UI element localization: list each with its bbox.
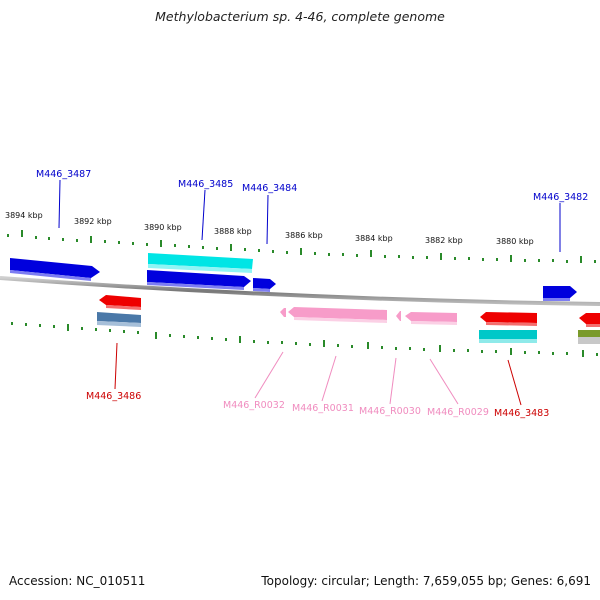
gene-feature-m446-3483[interactable] — [480, 312, 537, 326]
reverse-strand-features — [97, 295, 600, 344]
gene-label-m446-3485[interactable]: M446_3485 — [178, 179, 233, 190]
steel-feature[interactable] — [97, 312, 141, 327]
topology-text: Topology: circular; Length: 7,659,055 bp… — [261, 574, 591, 588]
kbp-label: 3882 kbp — [425, 236, 463, 245]
kbp-label: 3886 kbp — [285, 231, 323, 240]
kbp-label: 3894 kbp — [5, 211, 43, 220]
lower-tick-ruler — [11, 322, 598, 357]
forward-strand-features — [10, 253, 577, 301]
cyan-feature[interactable] — [479, 330, 537, 343]
rna-feature-m446-r0032[interactable] — [280, 308, 286, 317]
gene-feature-m446-3482[interactable] — [543, 286, 577, 301]
accession-text: Accession: NC_010511 — [9, 574, 146, 588]
gene-label-m446-3482[interactable]: M446_3482 — [533, 192, 588, 203]
label-leader-lines — [58, 179, 561, 406]
gene-feature-m446-3485[interactable] — [147, 270, 251, 290]
rna-feature-m446-r0029[interactable] — [405, 312, 457, 325]
gene-label-m446-3487[interactable]: M446_3487 — [36, 169, 91, 180]
kbp-label: 3888 kbp — [214, 227, 252, 236]
gene-feature-m446-3486[interactable] — [99, 295, 141, 310]
kbp-label: 3890 kbp — [144, 223, 182, 232]
dna-backbone — [0, 276, 600, 306]
rna-feature-m446-r0031[interactable] — [288, 307, 387, 323]
gene-label-m446-3484[interactable]: M446_3484 — [242, 183, 297, 194]
gene-label-m446-3483[interactable]: M446_3483 — [494, 408, 549, 419]
gene-label-m446-r0029[interactable]: M446_R0029 — [427, 407, 489, 418]
kbp-label: 3892 kbp — [74, 217, 112, 226]
gene-labels: M446_3487 M446_3485 M446_3484 M446_3482 … — [36, 169, 588, 419]
gene-feature-m446-3487[interactable] — [10, 258, 100, 281]
gene-label-m446-r0030[interactable]: M446_R0030 — [359, 406, 421, 417]
gene-label-m446-r0031[interactable]: M446_R0031 — [292, 403, 354, 414]
cyan-feature[interactable] — [148, 253, 253, 273]
gene-label-m446-3486[interactable]: M446_3486 — [86, 391, 141, 402]
gene-feature-m446-3484[interactable] — [253, 278, 276, 292]
kbp-label: 3880 kbp — [496, 237, 534, 246]
kbp-label: 3884 kbp — [355, 234, 393, 243]
edge-gene-feature[interactable] — [579, 313, 600, 327]
upper-tick-ruler — [7, 230, 596, 263]
kbp-scale-labels: 3894 kbp 3892 kbp 3890 kbp 3888 kbp 3886… — [5, 211, 534, 246]
gene-label-m446-r0032[interactable]: M446_R0032 — [223, 400, 285, 411]
map-title: Methylobacterium sp. 4-46, complete geno… — [155, 9, 445, 24]
rna-feature-m446-r0030[interactable] — [396, 311, 401, 321]
edge-olive-feature[interactable] — [578, 330, 600, 344]
